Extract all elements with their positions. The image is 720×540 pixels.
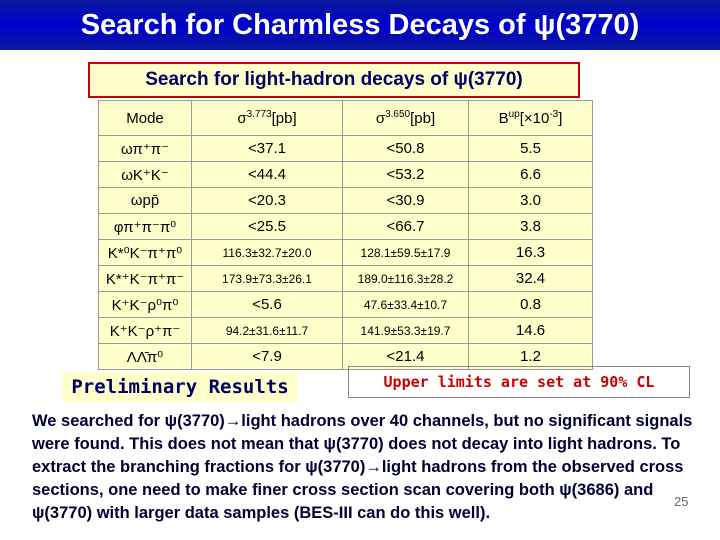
- header-text: up: [508, 109, 520, 120]
- header-text: -3: [549, 109, 559, 120]
- subtitle: Search for light-hadron decays of ψ(3770…: [88, 62, 580, 98]
- table-cell: <66.7: [342, 213, 469, 240]
- table-cell: <5.6: [191, 291, 343, 318]
- table-cell: φπ⁺π⁻π⁰: [98, 213, 192, 240]
- table-cell: ωπ⁺π⁻: [98, 135, 192, 162]
- table-row: K⁺K⁻ρ⁰π⁰ <5.6 47.6±33.4±10.7 0.8: [98, 291, 593, 318]
- header-cell: Bup[×10-3]: [468, 100, 593, 136]
- table-cell: 3.8: [468, 213, 593, 240]
- table-cell: K*⁰K⁻π⁺π⁰: [98, 239, 192, 266]
- table-cell: 6.6: [468, 161, 593, 188]
- table-cell: 173.9±73.3±26.1: [191, 265, 343, 292]
- table-cell: 3.0: [468, 187, 593, 214]
- header-row: Mode σ3.773[pb] σ3.650[pb] Bup[×10-3]: [98, 100, 593, 136]
- table-row: ωπ⁺π⁻ <37.1 <50.8 5.5: [98, 135, 593, 162]
- header-text: ]: [558, 110, 563, 127]
- header-text: σ: [375, 110, 386, 127]
- table-cell: 128.1±59.5±17.9: [342, 239, 469, 266]
- table-row: ΛΛ̄π⁰ <7.9 <21.4 1.2: [98, 343, 593, 370]
- table-cell: <37.1: [191, 135, 343, 162]
- table-cell: 47.6±33.4±10.7: [342, 291, 469, 318]
- table-cell: 1.2: [468, 343, 593, 370]
- table-cell: 32.4: [468, 265, 593, 292]
- table-cell: ΛΛ̄π⁰: [98, 343, 192, 370]
- table-row: φπ⁺π⁻π⁰ <25.5 <66.7 3.8: [98, 213, 593, 240]
- table-cell: K⁺K⁻ρ⁰π⁰: [98, 291, 192, 318]
- slide-title: Search for Charmless Decays of ψ(3770): [0, 0, 720, 50]
- header-cell: Mode: [98, 100, 192, 136]
- upper-limit-note: Upper limits are set at 90% CL: [348, 366, 690, 398]
- table-cell: 116.3±32.7±20.0: [191, 239, 343, 266]
- table-cell: <50.8: [342, 135, 469, 162]
- table-row: ωpp̄ <20.3 <30.9 3.0: [98, 187, 593, 214]
- table-cell: 5.5: [468, 135, 593, 162]
- table-cell: 189.0±116.3±28.2: [342, 265, 469, 292]
- header-cell: σ3.650[pb]: [342, 100, 469, 136]
- table-cell: 141.9±53.3±19.7: [342, 317, 469, 344]
- table-cell: ωpp̄: [98, 187, 192, 214]
- header-text: 3.773: [246, 109, 272, 120]
- table-row: K*⁰K⁻π⁺π⁰ 116.3±32.7±20.0 128.1±59.5±17.9 1…: [98, 239, 593, 266]
- table-cell: 16.3: [468, 239, 593, 266]
- header-cell: σ3.773[pb]: [191, 100, 343, 136]
- header-text: σ: [237, 110, 247, 127]
- table-cell: <44.4: [191, 161, 343, 188]
- table-cell: <30.9: [342, 187, 469, 214]
- header-text: Mode: [126, 109, 164, 127]
- table-cell: 94.2±31.6±11.7: [191, 317, 343, 344]
- table-cell: K⁺K⁻ρ⁺π⁻: [98, 317, 192, 344]
- table-cell: 0.8: [468, 291, 593, 318]
- table-cell: ωK⁺K⁻: [98, 161, 192, 188]
- table-row: ωK⁺K⁻ <44.4 <53.2 6.6: [98, 161, 593, 188]
- table-cell: <7.9: [191, 343, 343, 370]
- results-table: Mode σ3.773[pb] σ3.650[pb] Bup[×10-3] ωπ⁺π⁻ <…: [98, 100, 593, 370]
- table-cell: <25.5: [191, 213, 343, 240]
- header-text: 3.650: [385, 109, 411, 120]
- table-cell: <53.2: [342, 161, 469, 188]
- table-cell: K*⁺K⁻π⁺π⁻: [98, 265, 192, 292]
- preliminary-note: Preliminary Results: [62, 372, 298, 402]
- table-cell: 14.6: [468, 317, 593, 344]
- header-text: [×10: [519, 110, 550, 127]
- summary-text: We searched for ψ(3770)→light hadrons ov…: [32, 412, 693, 522]
- header-text: [pb]: [410, 110, 436, 127]
- table-cell: <20.3: [191, 187, 343, 214]
- header-text: B: [498, 110, 509, 127]
- header-text: [pb]: [271, 110, 297, 127]
- table-row: K⁺K⁻ρ⁺π⁻ 94.2±31.6±11.7 141.9±53.3±19.7 14.…: [98, 317, 593, 344]
- table-row: K*⁺K⁻π⁺π⁻ 173.9±73.3±26.1 189.0±116.3±28.2…: [98, 265, 593, 292]
- page-number: 25: [674, 494, 689, 509]
